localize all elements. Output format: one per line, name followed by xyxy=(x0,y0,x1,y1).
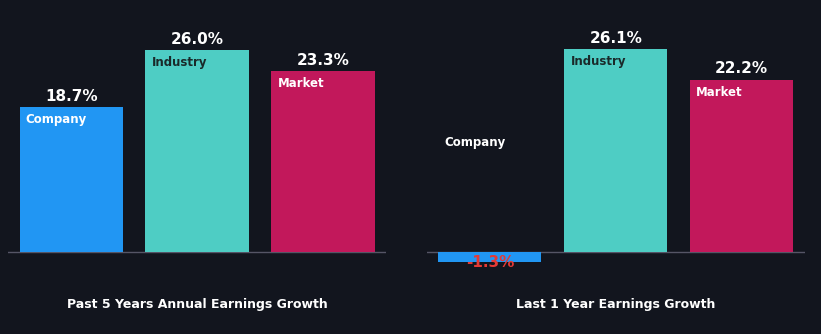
Bar xyxy=(438,252,542,262)
X-axis label: Last 1 Year Earnings Growth: Last 1 Year Earnings Growth xyxy=(516,298,715,311)
Text: 26.1%: 26.1% xyxy=(589,31,642,46)
Bar xyxy=(20,107,123,252)
Bar xyxy=(564,49,667,252)
Text: Industry: Industry xyxy=(152,56,207,69)
Text: 18.7%: 18.7% xyxy=(45,89,98,104)
Text: Market: Market xyxy=(696,86,743,99)
Text: 23.3%: 23.3% xyxy=(296,53,350,68)
Text: 22.2%: 22.2% xyxy=(715,61,768,76)
Bar xyxy=(690,79,793,252)
Text: Market: Market xyxy=(277,77,324,90)
Text: -1.3%: -1.3% xyxy=(466,256,514,270)
X-axis label: Past 5 Years Annual Earnings Growth: Past 5 Years Annual Earnings Growth xyxy=(67,298,328,311)
Bar xyxy=(271,71,374,252)
Text: Company: Company xyxy=(25,113,87,126)
Text: Industry: Industry xyxy=(571,55,626,68)
Text: 26.0%: 26.0% xyxy=(171,32,223,47)
Bar xyxy=(145,50,249,252)
Text: Company: Company xyxy=(444,136,506,149)
